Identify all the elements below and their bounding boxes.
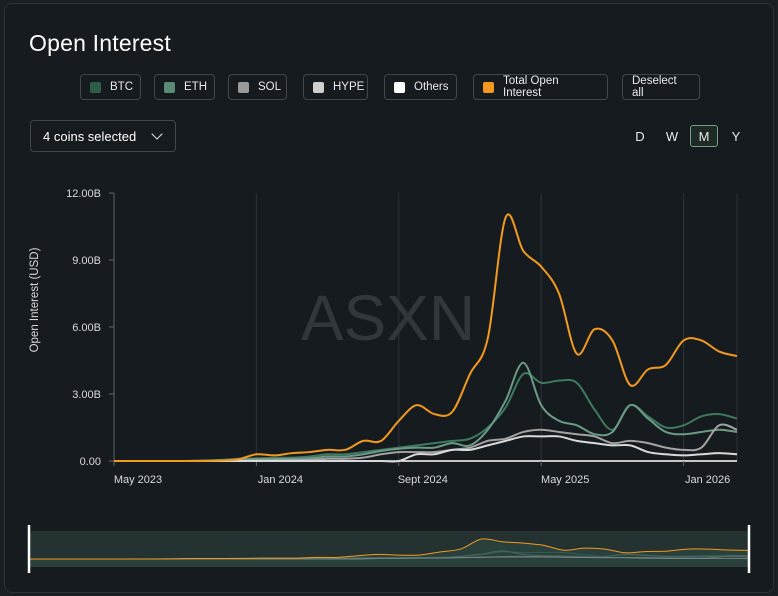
- legend-label: HYPE: [333, 81, 365, 93]
- legend-label: SOL: [258, 81, 282, 93]
- navigator-area: [29, 538, 749, 567]
- legend-swatch: [90, 81, 101, 93]
- x-tick-label: Jan 2024: [258, 474, 303, 486]
- y-axis-label: Open Interest (USD): [29, 247, 41, 352]
- legend-item-others[interactable]: Others: [384, 74, 457, 100]
- legend-label: ETH: [184, 81, 207, 93]
- legend-label: Others: [414, 81, 449, 93]
- y-tick-label: 12.00B: [66, 188, 101, 200]
- legend-item-btc[interactable]: BTC: [80, 74, 141, 100]
- open-interest-card: Open Interest BTC ETH SOL HYPE Others To…: [4, 3, 774, 593]
- deselect-all-label: Deselect all: [632, 75, 677, 99]
- legend-item-eth[interactable]: ETH: [154, 74, 215, 100]
- timeframe-m[interactable]: M: [690, 125, 718, 147]
- legend-swatch: [164, 81, 175, 93]
- x-tick-label: Sept 2024: [398, 474, 448, 486]
- x-tick-label: Jan 2026: [685, 474, 730, 486]
- series-lines: [114, 213, 738, 463]
- coins-selector-label: 4 coins selected: [43, 128, 137, 144]
- range-navigator[interactable]: [27, 525, 751, 573]
- timeframe-y[interactable]: Y: [731, 128, 741, 144]
- deselect-all-button[interactable]: Deselect all: [622, 74, 700, 100]
- series-line-total-open-interest: [114, 213, 738, 463]
- legend-swatch: [313, 81, 324, 93]
- legend-item-hype[interactable]: HYPE: [303, 74, 368, 100]
- y-tick-label: 6.00B: [72, 322, 101, 334]
- grid: [255, 193, 738, 461]
- coins-selector[interactable]: 4 coins selected: [30, 120, 176, 152]
- legend-swatch: [394, 81, 405, 93]
- page-title: Open Interest: [29, 30, 171, 56]
- series-line-sol: [114, 423, 738, 463]
- watermark: ASXN: [301, 282, 475, 354]
- y-axis: 0.00 3.00B 6.00B 9.00B 12.00B: [66, 188, 115, 468]
- y-tick-label: 9.00B: [72, 255, 101, 267]
- x-tick-label: May 2023: [114, 474, 162, 486]
- x-tick-label: May 2025: [541, 474, 589, 486]
- legend-swatch: [483, 81, 494, 93]
- legend-item-sol[interactable]: SOL: [228, 74, 287, 100]
- legend-swatch: [238, 81, 249, 93]
- navigator-line-total-open-interest: [28, 538, 750, 560]
- x-axis: May 2023 Jan 2024 Sept 2024 May 2025 Jan 202…: [113, 460, 737, 486]
- y-tick-label: 3.00B: [72, 389, 101, 401]
- legend-item-total[interactable]: Total Open Interest: [473, 74, 608, 100]
- timeframe-d[interactable]: D: [635, 128, 645, 144]
- y-tick-label: 0.00: [80, 456, 101, 468]
- legend-label: BTC: [110, 81, 133, 93]
- legend-label: Total Open Interest: [503, 75, 559, 99]
- timeframe-w[interactable]: W: [665, 128, 679, 144]
